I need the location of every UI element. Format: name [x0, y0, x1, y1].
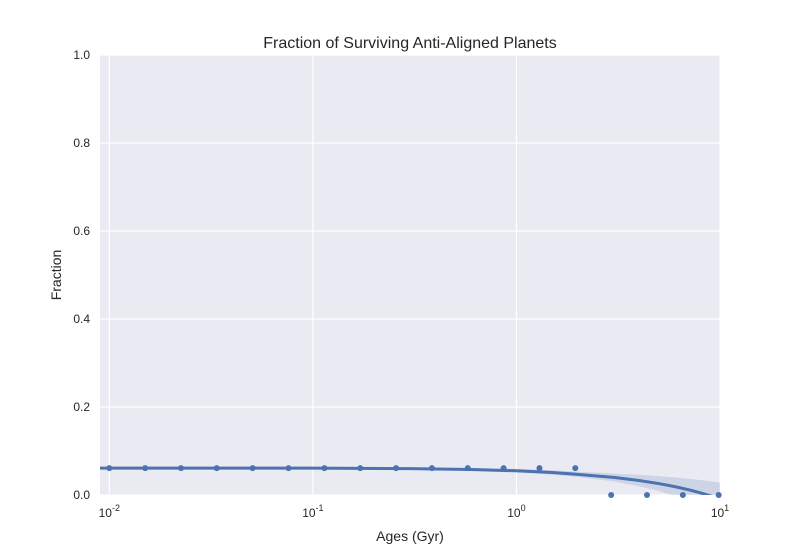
chart-title: Fraction of Surviving Anti-Aligned Plane…	[263, 35, 556, 52]
grid	[100, 54, 721, 496]
x-tick-label: 101	[711, 503, 729, 520]
data-point	[608, 492, 615, 498]
data-point	[679, 492, 686, 498]
data-point	[644, 492, 650, 498]
x-tick-label: 10-1	[302, 503, 323, 520]
y-tick-labels: 0.0 0.2 0.4 0.6 0.8 1.0	[73, 48, 90, 502]
data-point	[715, 492, 722, 498]
y-tick-label: 0.8	[73, 136, 90, 150]
y-axis-label: Fraction	[48, 250, 64, 301]
y-tick-label: 0.0	[73, 488, 90, 502]
fit-line	[100, 466, 713, 495]
y-tick-label: 1.0	[73, 48, 90, 62]
data-point	[572, 465, 579, 472]
plot-area	[100, 55, 720, 495]
x-tick-label: 10-2	[99, 503, 120, 520]
data-point	[536, 465, 543, 472]
y-tick-label: 0.2	[73, 400, 90, 414]
x-axis-label: Ages (Gyr)	[376, 528, 444, 544]
y-tick-label: 0.6	[73, 224, 90, 238]
regression-line	[100, 466, 713, 495]
y-tick-label: 0.4	[73, 312, 90, 326]
x-tick-label: 100	[507, 503, 525, 520]
x-tick-labels: 10-2 10-1 100 101	[99, 503, 730, 520]
